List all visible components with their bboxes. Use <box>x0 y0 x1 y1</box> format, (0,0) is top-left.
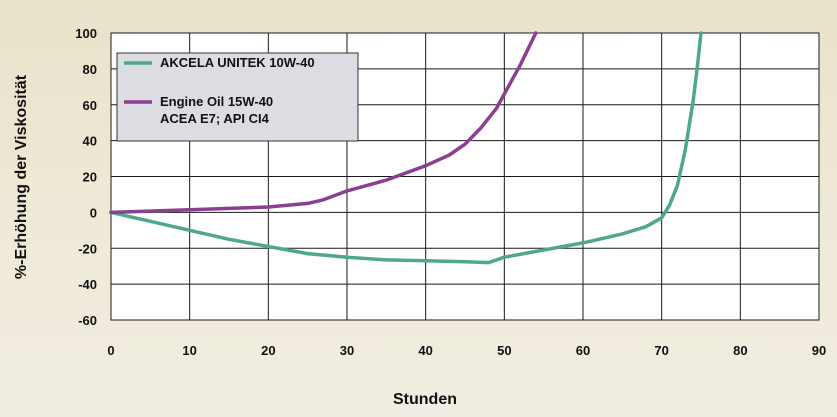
y-tick-label: 20 <box>83 170 97 185</box>
x-tick-labels: 0 10 20 30 40 50 60 70 80 90 <box>107 343 826 358</box>
x-axis-title: Stunden <box>393 391 457 408</box>
y-tick-label: 40 <box>83 134 97 149</box>
y-tick-label: 80 <box>83 62 97 77</box>
y-tick-label: 60 <box>83 98 97 113</box>
x-tick-label: 40 <box>418 343 432 358</box>
legend-label-0: AKCELA UNITEK 10W-40 <box>160 55 315 70</box>
series-line-1 <box>109 31 538 215</box>
y-tick-label: -40 <box>78 277 97 292</box>
x-tick-label: 0 <box>107 343 114 358</box>
y-axis-title: %-Erhöhung der Viskosität <box>13 74 30 279</box>
x-tick-label: 20 <box>261 343 275 358</box>
x-tick-label: 70 <box>654 343 668 358</box>
legend-box <box>116 52 359 142</box>
x-tick-label: 60 <box>576 343 590 358</box>
legend-label-1: Engine Oil 15W-40 ACEA E7; API CI4 <box>160 94 273 126</box>
series-lines <box>109 31 703 265</box>
legend: AKCELA UNITEK 10W-40 Engine Oil 15W-40 ACE… <box>116 52 359 142</box>
x-tick-label: 90 <box>812 343 826 358</box>
series-line-0 <box>109 31 703 265</box>
x-tick-label: 30 <box>340 343 354 358</box>
y-tick-label: -60 <box>78 313 97 328</box>
y-tick-label: -20 <box>78 241 97 256</box>
x-tick-label: 80 <box>733 343 747 358</box>
y-tick-labels: 100 80 60 40 20 0 -20 -40 -60 <box>75 26 97 328</box>
y-tick-label: 100 <box>75 26 97 41</box>
legend-items: AKCELA UNITEK 10W-40 Engine Oil 15W-40 ACE… <box>124 55 315 126</box>
x-tick-label: 50 <box>497 343 511 358</box>
x-tick-label: 10 <box>182 343 196 358</box>
y-tick-label: 0 <box>90 205 97 220</box>
